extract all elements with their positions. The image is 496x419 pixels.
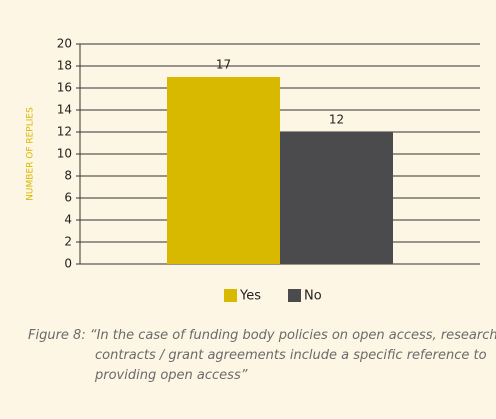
y-tick-label: 18 bbox=[57, 59, 72, 73]
y-tick-label: 8 bbox=[64, 169, 72, 183]
y-tick-label: 20 bbox=[57, 37, 72, 51]
value-label: 12 bbox=[329, 113, 344, 127]
y-tick-label: 10 bbox=[57, 147, 72, 161]
y-tick-label: 6 bbox=[64, 191, 72, 205]
legend-swatch bbox=[288, 289, 301, 302]
bar bbox=[280, 132, 393, 264]
legend-label: Yes bbox=[239, 289, 261, 304]
y-tick-label: 14 bbox=[57, 103, 72, 117]
y-tick-label: 4 bbox=[64, 213, 72, 227]
legend-label: No bbox=[304, 289, 322, 304]
bar bbox=[167, 77, 280, 264]
value-label: 17 bbox=[216, 58, 231, 72]
legend-swatch bbox=[224, 289, 237, 302]
y-tick-label: 12 bbox=[57, 125, 72, 139]
y-tick-label: 16 bbox=[57, 81, 72, 95]
caption: Figure 8: “In the case of funding body p… bbox=[28, 328, 496, 383]
y-tick-label: 0 bbox=[64, 257, 72, 271]
y-tick-label: 2 bbox=[64, 235, 72, 249]
chart: NUMBER OF REPLIES 0 2 4 6 8 10 12 14 16 18 20 17 12 Y… bbox=[26, 37, 480, 304]
y-axis-label: NUMBER OF REPLIES bbox=[26, 107, 36, 201]
